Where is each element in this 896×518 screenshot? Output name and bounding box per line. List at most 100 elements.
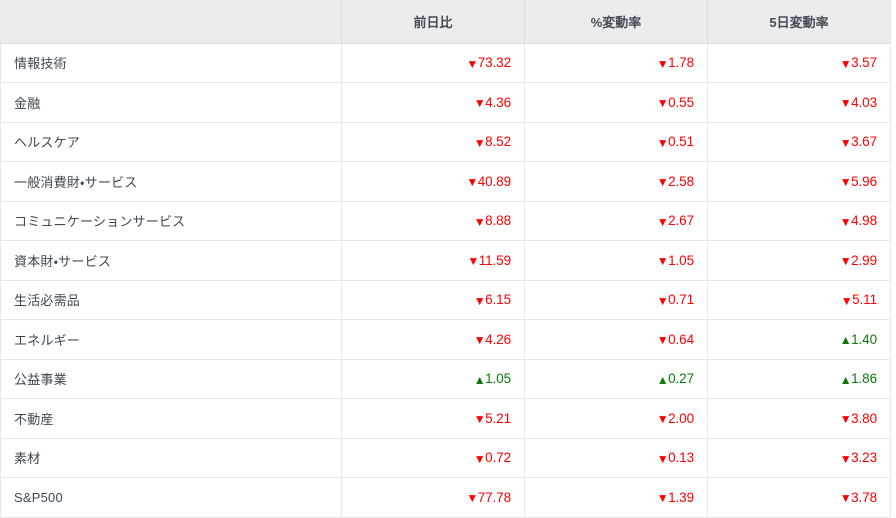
value-down: ▼5.96 — [840, 174, 877, 189]
cell-5day-change: ▼5.96 — [707, 161, 891, 202]
triangle-down-icon: ▼ — [473, 293, 486, 308]
value-down: ▼3.67 — [840, 134, 877, 149]
triangle-down-icon: ▼ — [840, 293, 853, 308]
cell-5day-change: ▼3.57 — [707, 43, 891, 83]
cell-sector-name: コミュニケーションサービス — [0, 201, 342, 241]
value-down: ▼4.98 — [840, 213, 877, 228]
cell-change: ▼6.15 — [341, 280, 525, 320]
cell-5day-change: ▲1.40 — [707, 319, 891, 360]
table-row: 金融 ▼4.36 ▼0.55 ▼4.03 — [0, 82, 891, 123]
value-text: 77.78 — [477, 489, 511, 505]
triangle-down-icon: ▼ — [656, 293, 669, 308]
value-down: ▼0.71 — [657, 292, 694, 307]
value-text: 0.27 — [668, 371, 694, 387]
value-text: 3.80 — [851, 410, 877, 426]
cell-change: ▼0.72 — [341, 438, 525, 478]
table-row: 生活必需品 ▼6.15 ▼0.71 ▼5.11 — [0, 280, 891, 320]
value-text: 0.71 — [668, 292, 694, 308]
triangle-down-icon: ▼ — [656, 214, 669, 229]
value-down: ▼73.32 — [466, 55, 511, 70]
value-text: 1.78 — [668, 55, 694, 71]
cell-5day-change: ▼3.67 — [707, 122, 891, 162]
triangle-up-icon: ▲ — [839, 372, 852, 387]
value-text: 0.13 — [668, 450, 694, 466]
triangle-down-icon: ▼ — [656, 56, 669, 71]
triangle-down-icon: ▼ — [473, 214, 486, 229]
cell-5day-change: ▼4.03 — [707, 82, 891, 123]
triangle-down-icon: ▼ — [656, 175, 669, 190]
triangle-down-icon: ▼ — [839, 175, 852, 190]
triangle-down-icon: ▼ — [473, 135, 486, 150]
triangle-down-icon: ▼ — [473, 333, 486, 348]
table-row: 一般消費財・サービス ▼40.89 ▼2.58 ▼5.96 — [0, 161, 891, 202]
cell-5day-change: ▲1.86 — [707, 359, 891, 399]
value-down: ▼2.00 — [657, 411, 694, 426]
value-text: 1.40 — [851, 331, 877, 347]
value-text: 5.11 — [852, 292, 877, 308]
triangle-down-icon: ▼ — [473, 412, 486, 427]
cell-sector-name: ヘルスケア — [0, 122, 342, 162]
table-row: 不動産 ▼5.21 ▼2.00 ▼3.80 — [0, 398, 891, 439]
cell-sector-name: 一般消費財・サービス — [0, 161, 342, 202]
cell-sector-name: 資本財・サービス — [0, 240, 342, 281]
triangle-up-icon: ▲ — [473, 372, 486, 387]
cell-sector-name: 素材 — [0, 438, 342, 478]
value-text: 3.57 — [851, 55, 877, 71]
cell-pct-change: ▼2.00 — [524, 398, 708, 439]
triangle-down-icon: ▼ — [839, 412, 852, 427]
value-text: 11.59 — [478, 252, 511, 268]
value-down: ▼3.78 — [840, 490, 877, 505]
value-text: 5.21 — [485, 410, 511, 426]
cell-sector-name: 不動産 — [0, 398, 342, 439]
cell-change: ▼11.59 — [341, 240, 525, 281]
cell-pct-change: ▼0.71 — [524, 280, 708, 320]
cell-pct-change: ▼0.55 — [524, 82, 708, 123]
table-row: 素材 ▼0.72 ▼0.13 ▼3.23 — [0, 438, 891, 478]
cell-5day-change: ▼3.80 — [707, 398, 891, 439]
table-body: 情報技術 ▼73.32 ▼1.78 ▼3.57 金融 ▼4.36 ▼0.55 ▼4.03 ヘルス… — [0, 43, 891, 518]
cell-change: ▼77.78 — [341, 477, 525, 518]
cell-5day-change: ▼4.98 — [707, 201, 891, 241]
cell-change: ▼5.21 — [341, 398, 525, 439]
value-down: ▼2.58 — [657, 174, 694, 189]
cell-change: ▼40.89 — [341, 161, 525, 202]
triangle-down-icon: ▼ — [839, 135, 852, 150]
cell-pct-change: ▲0.27 — [524, 359, 708, 399]
value-down: ▼5.11 — [841, 292, 877, 307]
cell-sector-name: 生活必需品 — [0, 280, 342, 320]
value-down: ▼40.89 — [466, 174, 511, 189]
column-header-pct-change: %変動率 — [524, 0, 708, 44]
value-text: 6.15 — [485, 292, 511, 308]
value-text: 1.05 — [485, 371, 511, 387]
cell-pct-change: ▼1.05 — [524, 240, 708, 281]
cell-5day-change: ▼2.99 — [707, 240, 891, 281]
value-text: 4.98 — [851, 213, 877, 229]
cell-sector-name: S&P500 — [0, 477, 342, 518]
value-down: ▼0.51 — [657, 134, 694, 149]
cell-change: ▼4.26 — [341, 319, 525, 360]
value-down: ▼6.15 — [474, 292, 511, 307]
cell-5day-change: ▼5.11 — [707, 280, 891, 320]
triangle-down-icon: ▼ — [839, 451, 852, 466]
cell-pct-change: ▼2.58 — [524, 161, 708, 202]
cell-sector-name: エネルギー — [0, 319, 342, 360]
table-row: S&P500 ▼77.78 ▼ 1.39 ▼3.78 — [0, 477, 891, 518]
value-text: 0.64 — [668, 331, 694, 347]
cell-sector-name: 公益事業 — [0, 359, 342, 399]
value-text: 2.99 — [851, 252, 877, 268]
value-text: 1.39 — [668, 489, 694, 505]
cell-change: ▼4.36 — [341, 82, 525, 123]
value-text: 8.88 — [485, 213, 511, 229]
value-text: 1.86 — [851, 371, 877, 387]
value-down: ▼77.78 — [466, 490, 511, 505]
value-down: ▼4.26 — [474, 332, 511, 347]
column-header-5day-change: 5日変動率 — [707, 0, 891, 44]
value-text: 4.36 — [485, 94, 511, 110]
triangle-down-icon: ▼ — [466, 491, 479, 506]
table-row: 情報技術 ▼73.32 ▼1.78 ▼3.57 — [0, 43, 891, 83]
triangle-down-icon: ▼ — [839, 96, 852, 111]
value-up: ▲1.05 — [474, 371, 511, 386]
cell-pct-change: ▼1.78 — [524, 43, 708, 83]
